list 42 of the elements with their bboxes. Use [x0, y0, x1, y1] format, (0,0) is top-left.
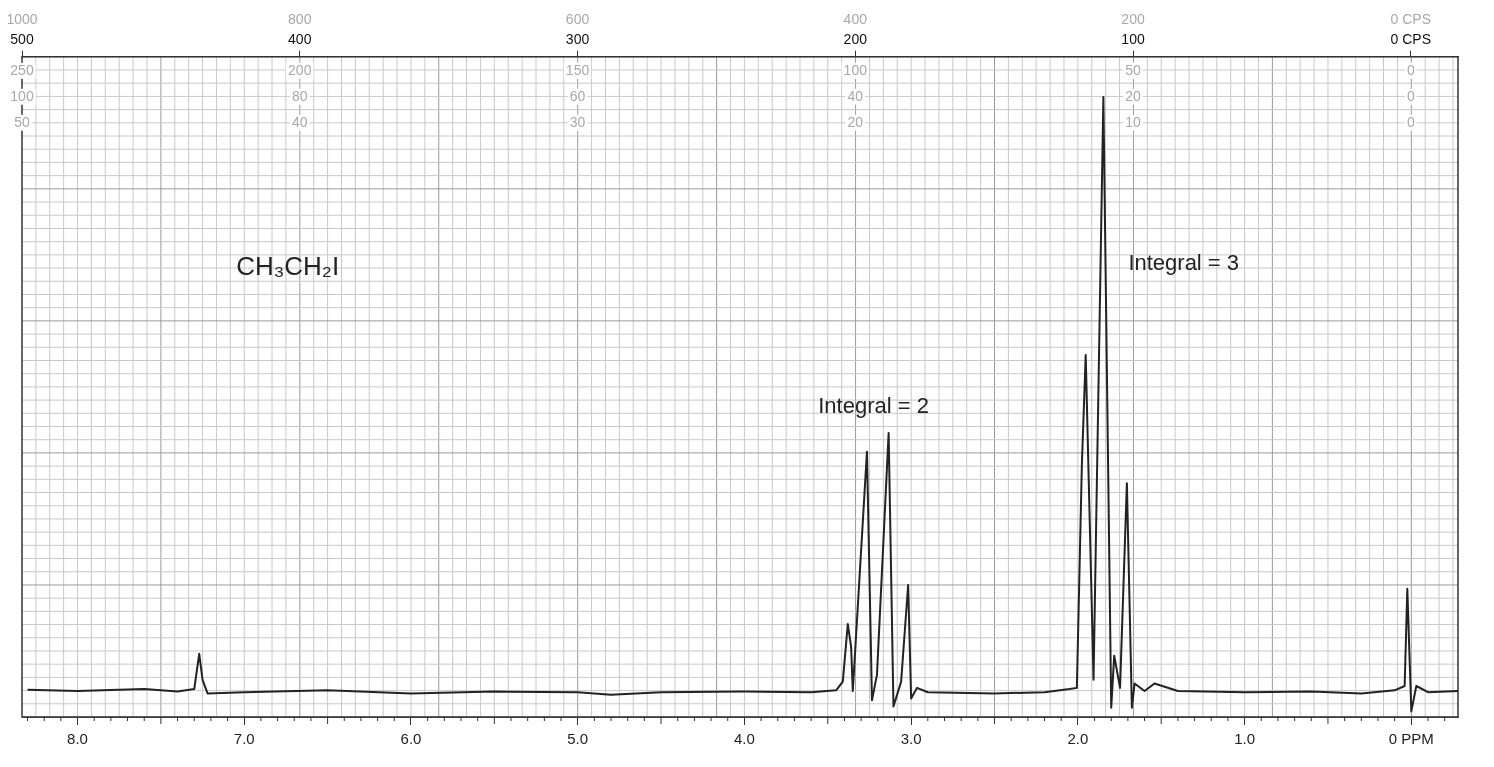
- x-tick-label: 1.0: [1234, 730, 1256, 748]
- annotation: 20: [847, 113, 864, 130]
- text: 100: [843, 61, 868, 78]
- annotation: 50: [14, 113, 30, 130]
- text: 50: [1125, 61, 1142, 78]
- x-tick-label: 8.0: [67, 730, 88, 748]
- annotation: 40: [291, 113, 308, 130]
- x-tick-label: 7.0: [233, 730, 255, 748]
- text: 250: [10, 61, 34, 78]
- x2-tick-label: 100: [1121, 31, 1145, 48]
- annotation: Integral = 2: [818, 392, 929, 418]
- x-tick-label: 6.0: [400, 730, 422, 748]
- x-tick-label: 3.0: [900, 730, 922, 748]
- text: 200: [288, 61, 312, 78]
- x-tick-label: 4.0: [733, 730, 755, 748]
- annotation: 60: [569, 87, 586, 104]
- annotation: Integral = 3: [1128, 250, 1240, 276]
- x2-tick-label: 0 CPS: [1390, 31, 1432, 48]
- x-tick-label: 5.0: [567, 730, 589, 748]
- x2-tick-label: 500: [10, 31, 34, 48]
- text: 800: [288, 10, 312, 27]
- annotation: 10: [1125, 113, 1142, 130]
- text: 200: [1121, 10, 1145, 27]
- annotation: 0: [1406, 113, 1415, 130]
- x-tick-label: 2.0: [1067, 730, 1089, 748]
- x2-tick-label: 200: [843, 31, 868, 48]
- text: 0 CPS: [1390, 10, 1432, 27]
- text: 150: [565, 61, 590, 78]
- text: 1000: [6, 10, 38, 27]
- annotation: CH₃CH₂I: [236, 251, 340, 282]
- annotation: 20: [1125, 87, 1142, 104]
- x2-tick-label: 300: [565, 31, 590, 48]
- annotation: 40: [847, 87, 864, 104]
- text: 600: [565, 10, 590, 27]
- annotation: 30: [569, 113, 586, 130]
- annotation: 80: [291, 87, 308, 104]
- annotation: 0: [1406, 87, 1415, 104]
- x-tick-label: 0 PPM: [1388, 730, 1434, 748]
- annotation: 100: [10, 87, 34, 104]
- text: 400: [843, 10, 868, 27]
- x2-tick-label: 400: [288, 31, 312, 48]
- text: 0: [1406, 61, 1415, 78]
